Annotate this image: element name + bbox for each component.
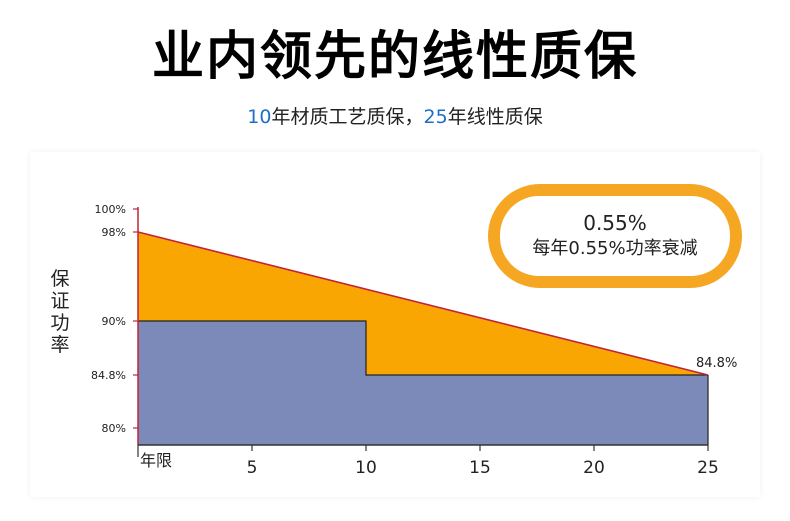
degradation-description: 每年0.55%功率衰减	[532, 238, 698, 259]
degradation-rate: 0.55%	[583, 211, 647, 235]
end-value-label: 84.8%	[696, 356, 737, 371]
page-title: 业内领先的线性质保	[151, 27, 638, 87]
x-tick-label: 10	[355, 458, 377, 478]
x-tick-label: 15	[469, 458, 491, 478]
linear-warranty-line	[137, 231, 709, 376]
y-tick-label: 100%	[95, 203, 126, 216]
y-tick-label: 90%	[102, 315, 126, 328]
subtitle-years-material: 10	[247, 106, 272, 128]
x-tick-label: 5	[247, 458, 258, 478]
y-tick-label: 98%	[102, 226, 126, 239]
x-axis-label: 年限	[140, 451, 172, 470]
degradation-badge: 0.55% 每年0.55%功率衰减	[488, 184, 742, 288]
y-tick-label: 80%	[102, 422, 126, 435]
x-tick-label: 25	[697, 458, 719, 478]
subtitle-linear-text: 年线性质保	[447, 106, 543, 128]
degradation-badge-inner: 0.55% 每年0.55%功率衰减	[497, 193, 733, 279]
y-axis-label: 保证功率	[50, 268, 70, 356]
step-warranty-area	[138, 321, 708, 445]
y-tick-label: 84.8%	[91, 369, 126, 382]
step-warranty-line	[138, 320, 708, 376]
x-tick-label: 20	[583, 458, 605, 478]
page-subtitle: 10年材质工艺质保，25年线性质保	[0, 102, 790, 129]
subtitle-years-linear: 25	[423, 106, 448, 128]
subtitle-material-text: 年材质工艺质保，	[271, 106, 424, 128]
